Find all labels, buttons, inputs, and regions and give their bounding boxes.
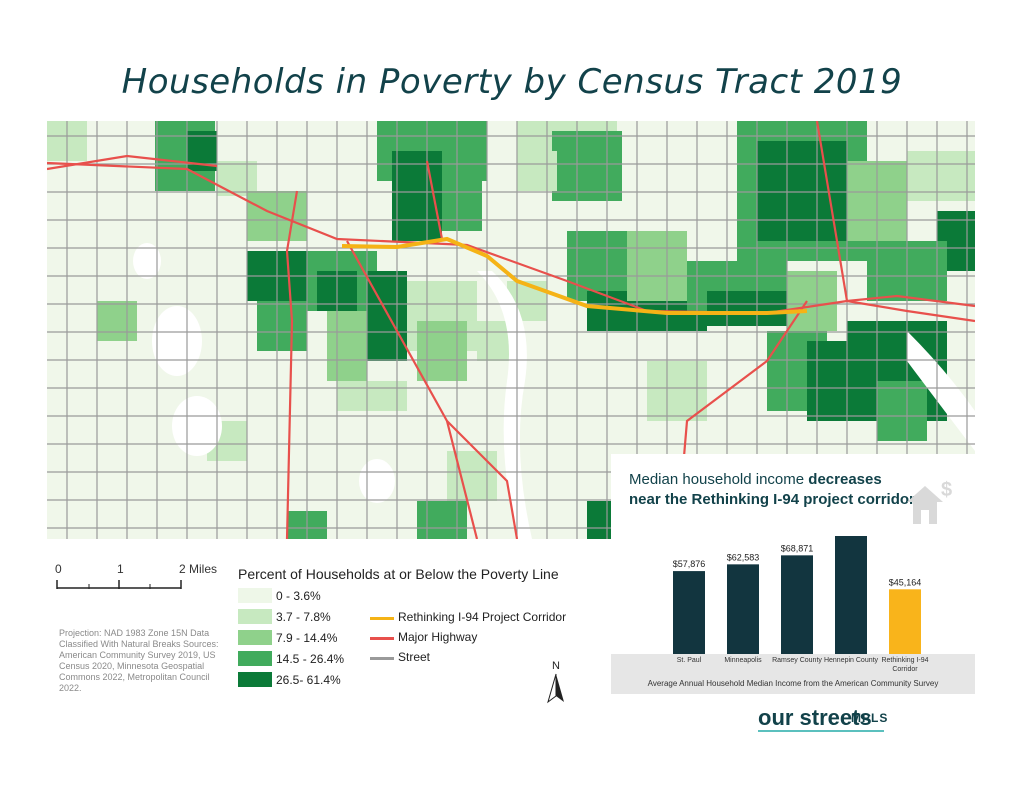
legend-line-label-corridor: Rethinking I-94 Project Corridor [398,610,567,624]
svg-text:$: $ [941,479,952,501]
bar-0 [673,571,705,654]
category-label-3-0: Hennepin County [824,657,879,664]
income-bar-chart: $57,876 St. Paul $62,583 Minneapolis $68,871… [611,536,975,694]
legend-line-corridor [370,617,394,620]
i94-corridor-line [341,236,808,315]
scale-label-0: 0 [55,562,62,576]
logo-underline [758,730,884,732]
legend-swatch-1 [238,609,272,624]
legend-swatch-3 [238,651,272,666]
map-canvas [47,121,975,539]
north-arrow-icon [547,673,564,704]
bar-2 [781,555,813,654]
legend-swatch-4 [238,672,272,687]
scale-label-1: 1 [117,562,124,576]
legend-label-0: 0 - 3.6% [276,589,321,603]
category-label-0-0: St. Paul [677,657,702,664]
logo-main: our streets [758,705,872,730]
inset-title-part2: near the Rethinking I-94 project corrido… [629,491,915,508]
poverty-map [47,121,975,539]
scale-label-2: 2 Miles [179,562,218,576]
inset-title-part1: Median household income [629,471,809,488]
inset-title-bold: decreases [808,471,882,488]
income-inset: Median household income decreases near th… [611,454,975,694]
legend-title: Percent of Households at or Below the Po… [238,566,559,582]
legend-label-3: 14.5 - 26.4% [276,652,345,666]
scale-bar: 0 1 2 Miles [55,562,235,594]
bar-value-label-2: $68,871 [781,543,814,553]
chart-xlabel: Average Annual Household Median Income f… [648,679,939,688]
bar-value-label-1: $62,583 [727,552,760,562]
bar-3 [835,536,867,654]
category-label-2-0: Ramsey County [772,657,822,664]
legend-line-label-street: Street [398,650,431,664]
house-dollar-icon: $ [907,479,952,524]
legend-swatch-0 [238,588,272,603]
inset-title: Median household income decreases near th… [629,470,949,510]
scale-ticks [56,580,182,589]
bar-value-label-4: $45,164 [889,577,922,587]
category-label-1-0: Minneapolis [724,657,762,664]
map-title: Households in Poverty by Census Tract 20… [121,62,903,102]
north-label: N [552,660,560,672]
logo-sub: MPLS [851,711,889,725]
legend-label-4: 26.5- 61.4% [276,673,341,687]
census-tracts [47,121,975,539]
category-label-4-0: Rethinking I-94 [881,657,928,664]
chart-axis-band [611,654,975,694]
map-notes: Projection: NAD 1983 Zone 15N Data Class… [59,628,219,693]
bar-1 [727,564,759,654]
bar-4 [889,589,921,654]
legend-label-2: 7.9 - 14.4% [276,631,338,645]
legend-line-label-highway: Major Highway [398,630,478,644]
legend-line-highway [370,637,394,640]
legend-label-1: 3.7 - 7.8% [276,610,331,624]
legend-swatch-2 [238,630,272,645]
major-highways [47,121,975,539]
category-label-4-1: Corridor [892,666,918,673]
bar-value-label-0: $57,876 [673,559,706,569]
legend-line-street [370,657,394,660]
